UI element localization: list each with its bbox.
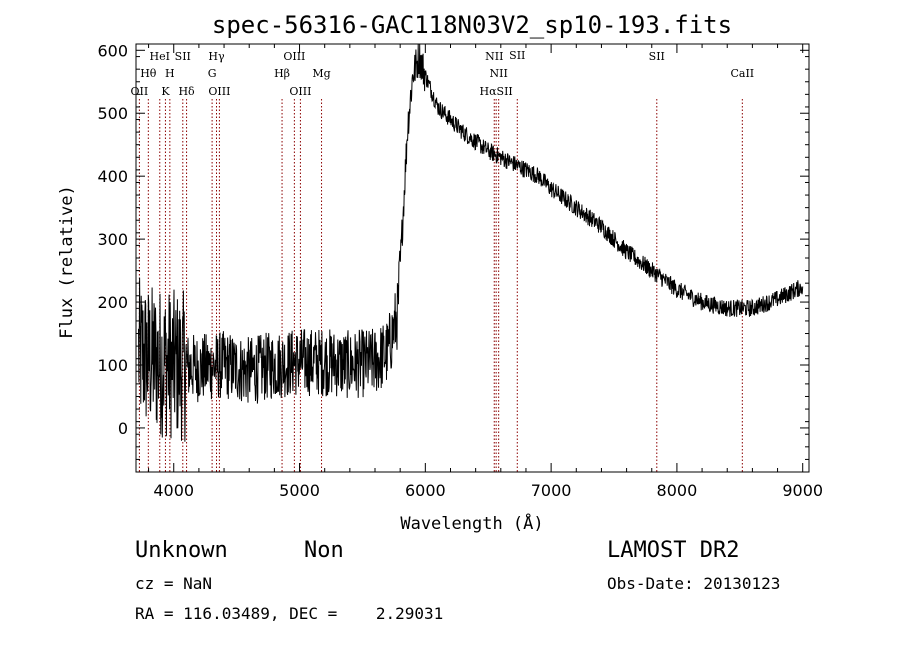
x-tick-label: 8000 [657, 481, 698, 500]
y-axis-label: Flux (relative) [57, 185, 77, 339]
plot-frame [135, 43, 810, 473]
line-marker-label: OIII [208, 85, 230, 98]
line-marker-label: SII [649, 50, 665, 63]
line-marker-label: Hθ [140, 67, 157, 80]
x-axis: 4000 5000 6000 7000 8000 9000 [148, 44, 823, 500]
y-tick-label: 0 [118, 419, 128, 438]
line-marker-label: H [165, 67, 175, 80]
line-marker-label: NII [490, 67, 508, 80]
y-tick-label: 300 [97, 230, 128, 249]
line-marker-label: G [208, 67, 217, 80]
y-tick-label: 600 [97, 41, 128, 60]
observation-date: Obs-Date: 20130123 [607, 574, 781, 593]
object-class: Unknown [135, 538, 228, 563]
y-tick-label: 100 [97, 356, 128, 375]
line-marker-label: K [161, 85, 170, 98]
emission-line-markers: OIIHθHeIKHSIIHδHγGOIIIHβOIIIOIIIMgNIINII… [131, 49, 754, 472]
x-tick-label: 6000 [405, 481, 446, 500]
line-marker-label: OIII [283, 50, 305, 63]
line-marker-label: SII [175, 50, 191, 63]
survey-name: LAMOST DR2 [607, 538, 740, 563]
x-tick-label: 4000 [153, 481, 194, 500]
redshift-cz: cz = NaN [135, 574, 213, 593]
line-marker-label: NII [485, 50, 503, 63]
x-tick-label: 9000 [782, 481, 823, 500]
chart-title: spec-56316-GAC118N03V2_sp10-193.fits [212, 11, 732, 39]
y-tick-label: 200 [97, 293, 128, 312]
object-subclass: Non [304, 538, 344, 563]
line-marker-label: SII [509, 49, 525, 62]
y-axis: 0 100 200 300 400 500 600 [97, 41, 809, 460]
line-marker-label: Mg [312, 67, 330, 80]
y-tick-label: 400 [97, 167, 128, 186]
x-tick-label: 5000 [279, 481, 320, 500]
line-marker-label: HαSII [480, 85, 513, 98]
line-marker-label: HeI [150, 50, 170, 63]
x-axis-label: Wavelength (Å) [400, 512, 543, 534]
y-tick-label: 500 [97, 104, 128, 123]
x-tick-label: 7000 [531, 481, 572, 500]
coordinates: RA = 116.03489, DEC = 2.29031 [135, 604, 444, 623]
line-marker-label: CaII [730, 67, 754, 80]
line-marker-label: Hδ [178, 85, 195, 98]
line-marker-label: Hβ [274, 67, 290, 80]
line-marker-label: OIII [289, 85, 311, 98]
spectrum-line [138, 43, 804, 442]
line-marker-label: Hγ [208, 50, 225, 63]
line-marker-label: OII [131, 85, 149, 98]
